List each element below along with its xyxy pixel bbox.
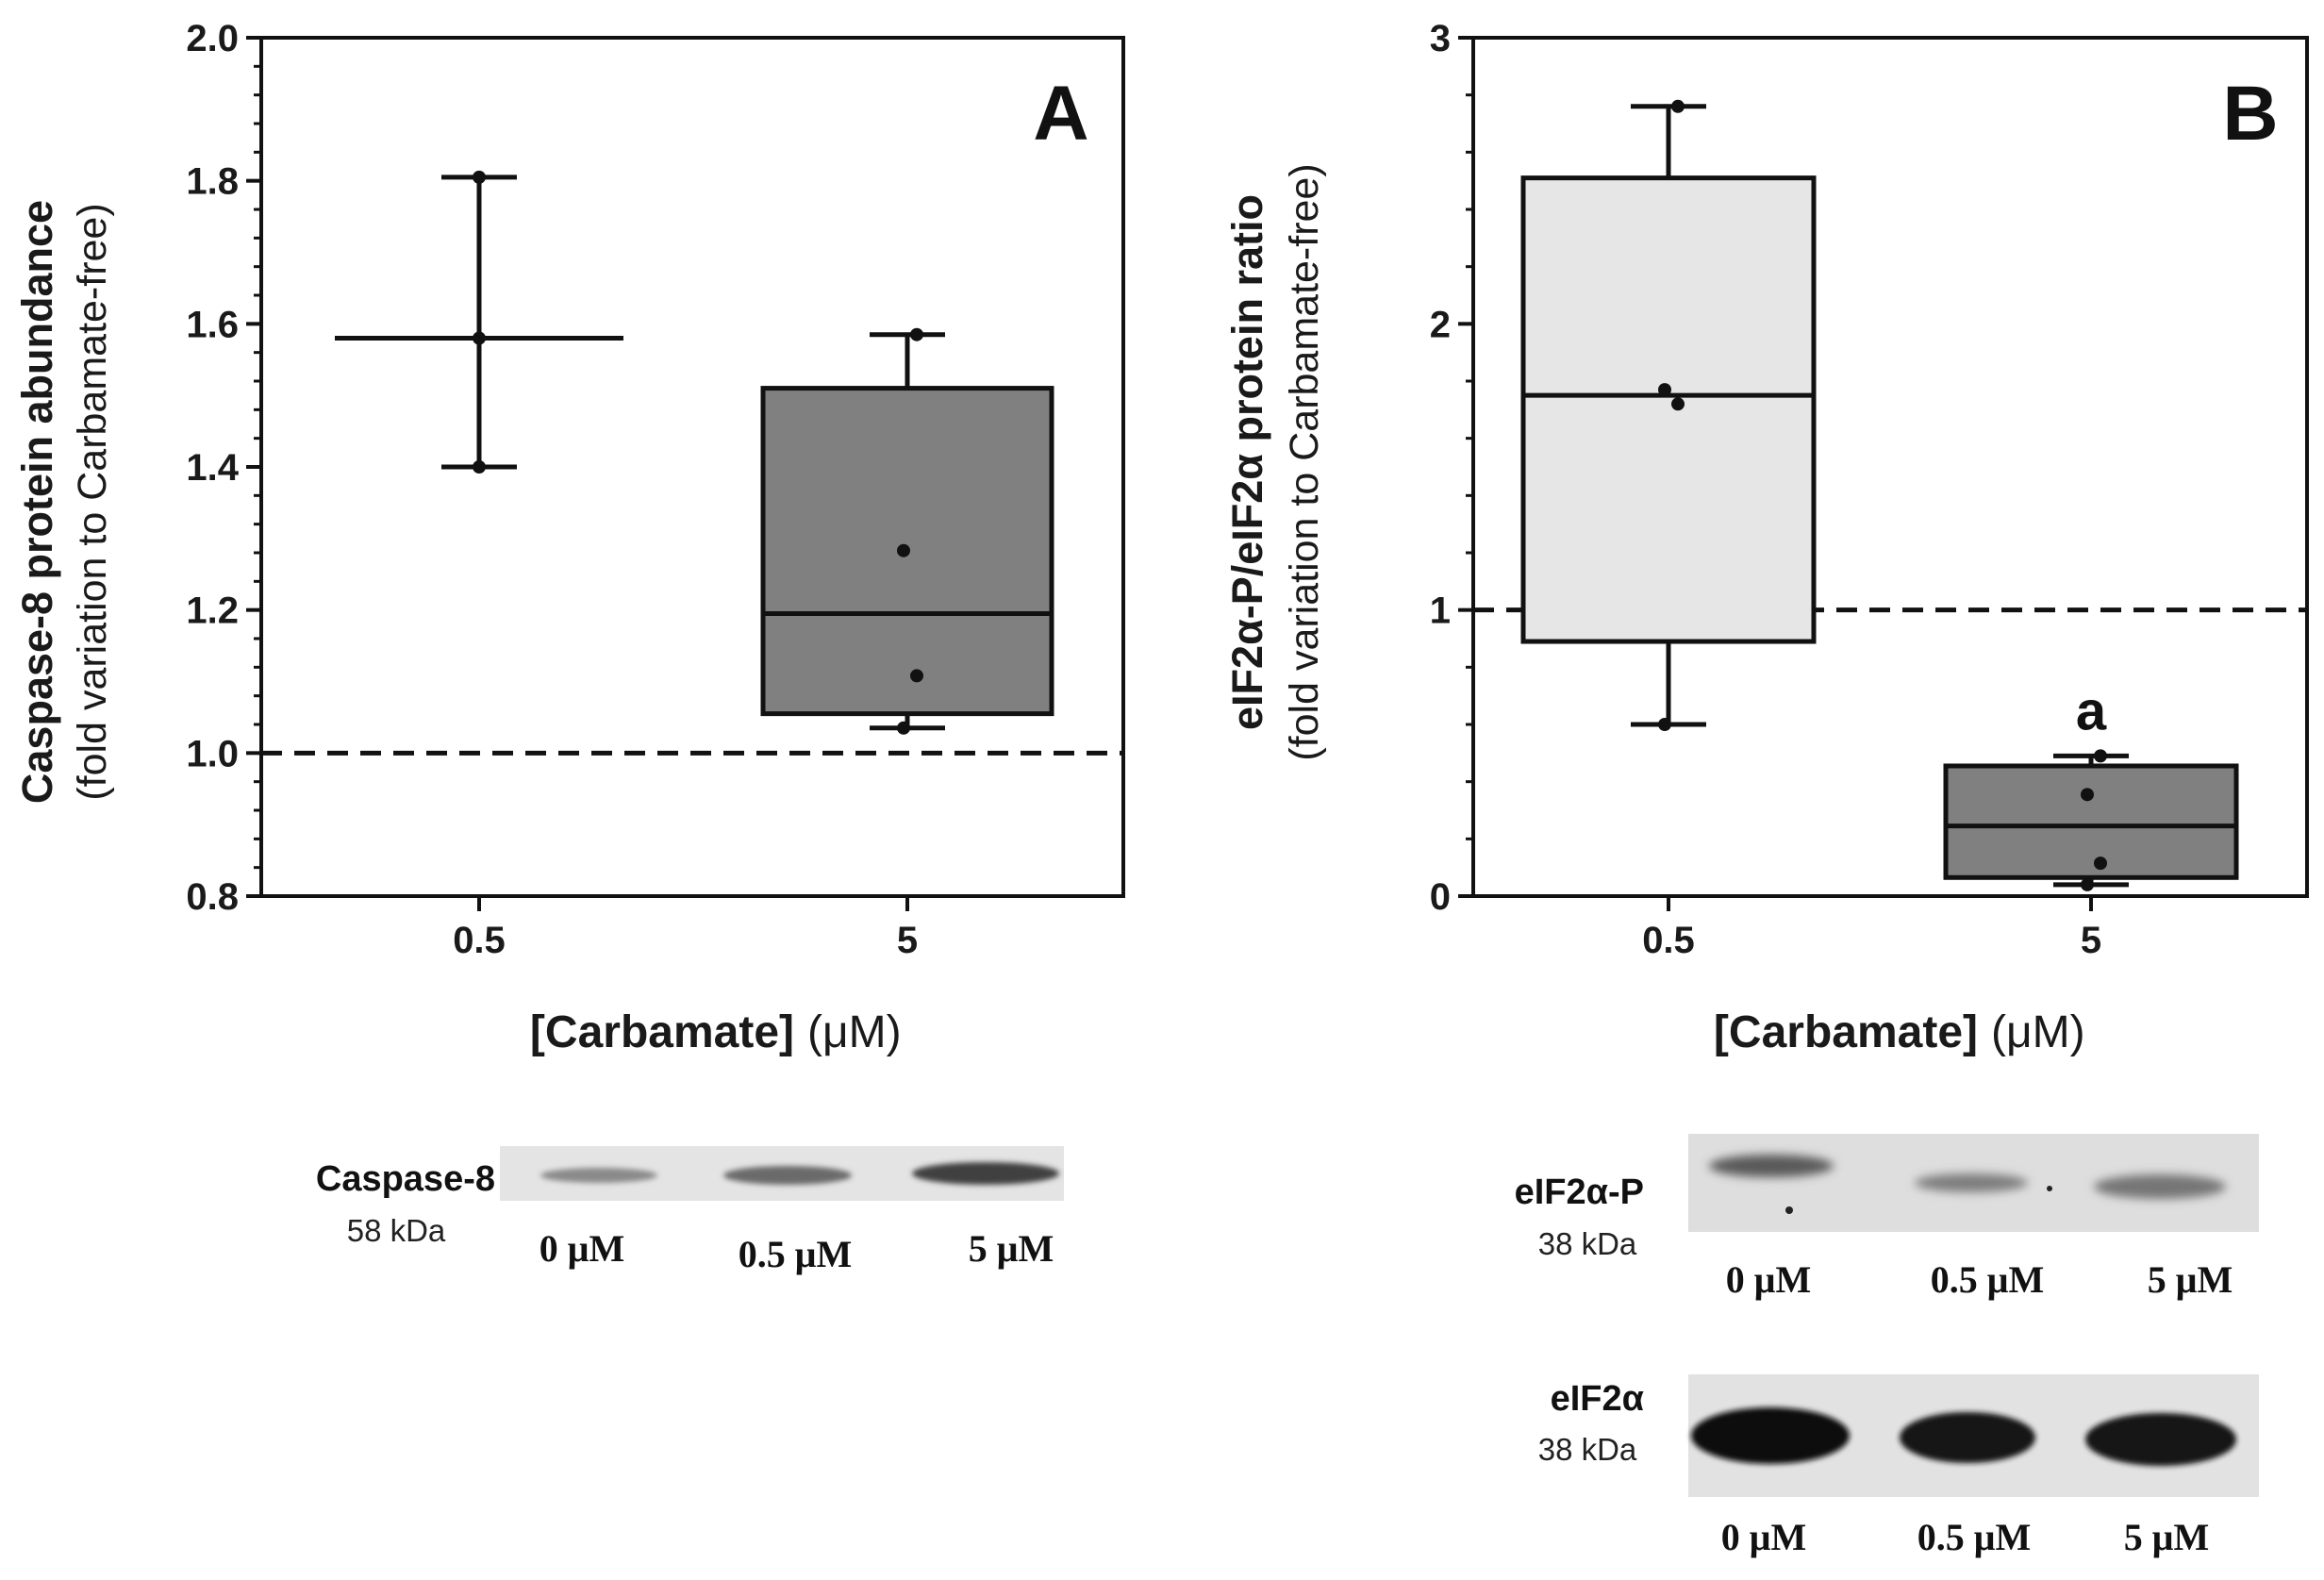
blot-caspase8-kda: 58 kDa [347,1213,446,1248]
blot-eif2a-kda: 38 kDa [1538,1432,1637,1467]
b-y-tick-label: 0 [1430,876,1451,918]
blot-eif2ap-kda: 38 kDa [1538,1226,1637,1261]
blot-eif2a-band [2085,1413,2236,1466]
panel-b-y-ticks: 0 1 2 3 [1430,18,1473,918]
b-x-tick-label: 5 [2081,920,2101,961]
blot-caspase8-lane-label: 0 μM [540,1227,624,1270]
blot-eif2a-lane-label: 0 μM [1721,1516,1806,1558]
a-data-point [897,721,910,735]
blot-caspase8-band [912,1162,1059,1185]
panel-a-xlabel-main: [Carbamate] [530,1007,794,1057]
panel-a-xlabel-unit: (μM) [807,1007,902,1057]
a-y-tick-label: 1.8 [186,161,239,203]
b-data-point [1658,718,1671,731]
a-data-point [897,543,910,557]
a-x-tick-label: 5 [897,920,918,961]
panel-b-xlabel-main: [Carbamate] [1714,1007,1978,1057]
panel-b-chart: 0 1 2 3 eIF2α-P/eIF2α protein ratio (fold v… [1223,18,2309,1057]
a-x-tick-label: 0.5 [453,920,506,961]
a-data-point [910,327,923,341]
b-y-tick-label: 1 [1430,590,1451,632]
b-data-point [2094,749,2107,763]
b-y-tick-label: 3 [1430,18,1451,59]
blot-eif2ap-band [2094,1174,2226,1199]
b-data-point [2081,788,2094,802]
panel-b-significance-label: a [2076,680,2107,741]
b-box [1520,175,1817,644]
b-data-point [1671,99,1685,113]
panel-a-letter: A [1033,71,1088,157]
blot-eif2a-band [1691,1407,1850,1464]
panel-a-plot-frame [259,36,1125,898]
blot-eif2a-lane-label: 5 μM [2124,1516,2209,1558]
a-data-point [910,669,923,683]
blot-eif2a: eIF2α 38 kDa 0 μM 0.5 μM 5 μM [1538,1374,2259,1558]
panel-a-ylabel: Caspase-8 protein abundance [13,200,61,804]
panel-b-ylabel-sub: (fold variation to Carbamate-free) [1282,163,1327,760]
b-x-tick-label: 0.5 [1642,920,1695,961]
blot-caspase8-image [500,1146,1064,1201]
panel-a-x-ticks: 0.5 5 [453,896,918,961]
a-data-point [473,331,486,345]
a-y-tick-label: 2.0 [186,18,239,59]
a-data-point [473,460,486,474]
b-data-point [1671,397,1685,411]
blot-eif2a-lane-label: 0.5 μM [1917,1516,2031,1558]
a-y-tick-label: 0.8 [186,876,239,918]
panel-a-y-ticks: 0.8 1.0 1.2 1.4 1.6 1.8 2.0 [186,18,261,918]
a-y-tick-label: 1.6 [186,304,239,345]
blot-caspase8-band [723,1166,852,1185]
blot-eif2ap-band [1709,1155,1834,1177]
a-y-tick-label: 1.0 [186,733,239,774]
a-box [760,386,1054,717]
blot-eif2ap: eIF2α-P 38 kDa 0 μM 0.5 μM 5 μM [1515,1134,2259,1301]
b-box [1943,763,2239,880]
panel-b-boxes [1520,99,2239,891]
b-y-tick-label: 2 [1430,304,1451,345]
b-data-point [1658,383,1671,397]
blot-caspase8: Caspase-8 58 kDa 0 μM 0.5 μM 5 μM [316,1146,1064,1275]
panel-b-letter: B [2222,71,2278,157]
a-y-tick-label: 1.2 [186,590,239,632]
b-data-point [2094,857,2107,871]
blot-eif2ap-image [1688,1134,2259,1232]
panel-a-chart: 0.8 1.0 1.2 1.4 1.6 1.8 2.0 Caspase-8 protein … [13,18,1125,1057]
blot-eif2ap-speck [1785,1206,1793,1214]
panel-b-xlabel-unit: (μM) [1991,1007,2085,1057]
blot-eif2ap-lane-label: 5 μM [2148,1258,2233,1301]
panel-b-x-ticks: 0.5 5 [1642,896,2101,961]
blot-caspase8-name: Caspase-8 [316,1159,495,1199]
blot-caspase8-lane-label: 5 μM [969,1227,1054,1270]
blot-eif2a-name: eIF2α [1551,1379,1644,1419]
blot-eif2ap-lane-label: 0 μM [1726,1258,1811,1301]
panel-b-xlabel: [Carbamate] (μM) [1714,1007,2085,1057]
blot-eif2ap-lane-label: 0.5 μM [1931,1258,2044,1301]
a-y-tick-label: 1.4 [186,447,239,489]
blot-eif2ap-name: eIF2α-P [1515,1173,1644,1212]
blot-eif2a-band [1900,1412,2035,1463]
blot-eif2a-image [1688,1374,2259,1497]
panel-a-ylabel-sub: (fold variation to Carbamate-free) [70,203,115,800]
blot-caspase8-lane-label: 0.5 μM [739,1233,852,1275]
blot-caspase8-band [540,1168,657,1183]
a-data-point [473,170,486,184]
panel-a-xlabel: [Carbamate] (μM) [530,1007,902,1057]
panel-b-ylabel: eIF2α-P/eIF2α protein ratio [1223,194,1271,730]
b-data-point [2081,877,2094,891]
panel-b-plot-frame [1471,36,2309,898]
blot-eif2ap-band [1915,1173,2028,1192]
panel-a-boxes [335,170,1054,735]
blot-eif2ap-speck [2047,1186,2052,1191]
